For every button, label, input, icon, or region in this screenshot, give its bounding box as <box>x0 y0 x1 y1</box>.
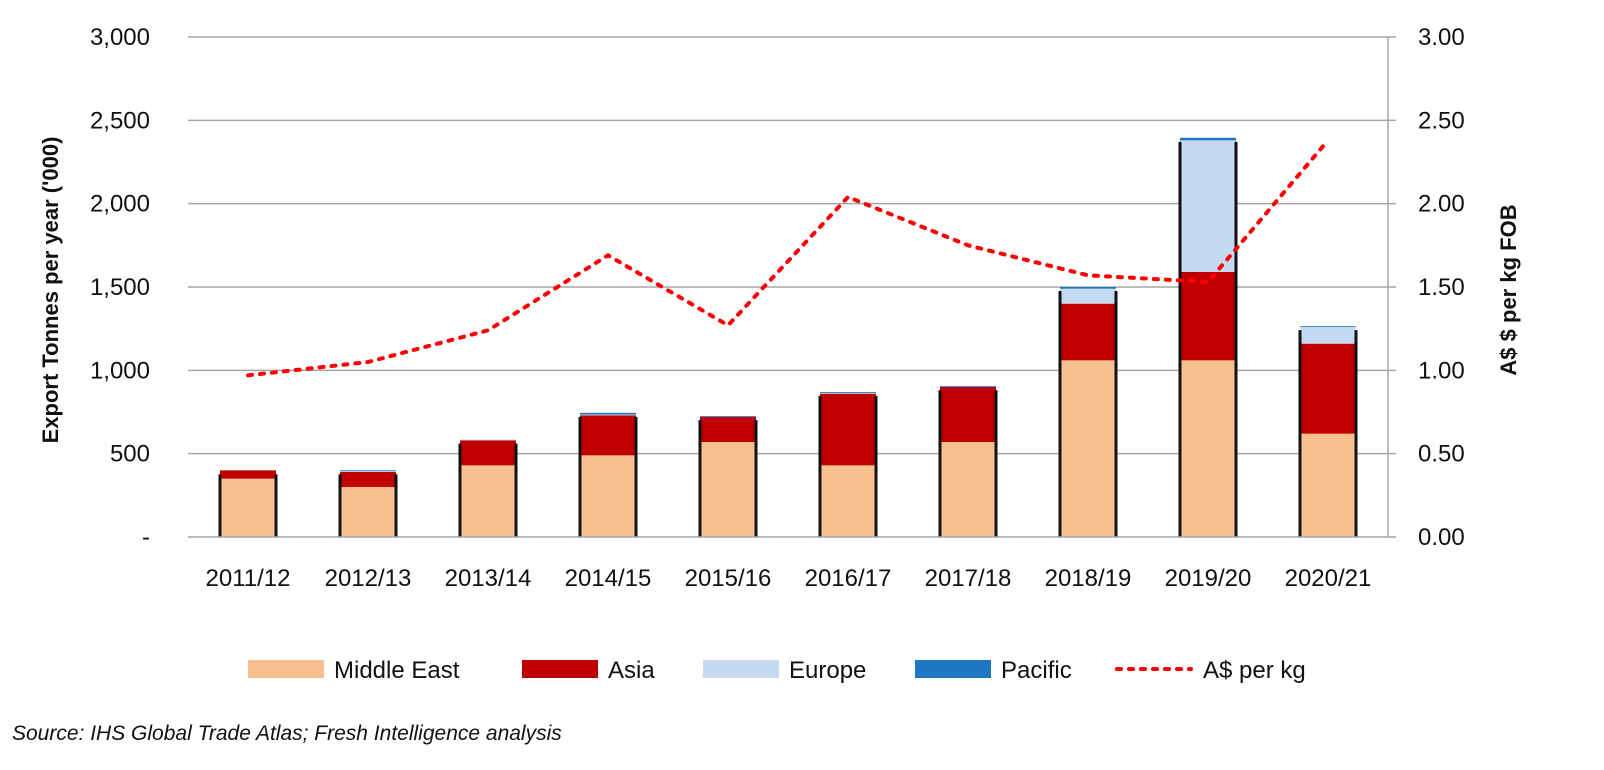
x-tick-label: 2014/15 <box>565 565 652 592</box>
bar-europe <box>1180 140 1236 272</box>
x-tick-label: 2013/14 <box>445 565 532 592</box>
legend-swatch <box>248 660 324 678</box>
y-right-tick-label: 0.50 <box>1418 441 1465 468</box>
y-tick-label: 3,000 <box>90 24 150 51</box>
bar-asia <box>940 387 996 442</box>
line-a-per-kg <box>246 138 1330 378</box>
y-right-tick-label: 1.50 <box>1418 274 1465 301</box>
axes <box>188 36 1396 538</box>
legend-label: Asia <box>608 657 655 684</box>
legend-swatch <box>522 660 598 678</box>
bar-pacific <box>1180 137 1236 141</box>
bar-pacific <box>1060 287 1116 289</box>
bar-asia <box>820 393 876 466</box>
x-tick-label: 2012/13 <box>325 565 412 592</box>
x-tick-labels: 2011/12 2012/13 2013/14 2014/15 2015/16 2016/… <box>206 565 1372 592</box>
x-tick-label: 2019/20 <box>1165 565 1252 592</box>
bar-middle-east <box>220 478 276 537</box>
y-right-tick-label: 1.00 <box>1418 357 1465 384</box>
bar-middle-east <box>940 442 996 537</box>
bar-asia <box>1300 343 1356 434</box>
bar-europe <box>820 392 876 394</box>
x-tick-label: 2015/16 <box>685 565 772 592</box>
bar-asia <box>580 415 636 456</box>
bars <box>218 137 1358 537</box>
bar-middle-east <box>700 442 756 537</box>
price-line <box>246 138 1330 378</box>
bar-pacific <box>1300 326 1356 327</box>
bar-asia <box>340 472 396 487</box>
bar-middle-east <box>1300 433 1356 537</box>
x-tick-label: 2020/21 <box>1285 565 1372 592</box>
legend: Middle East Asia Europe Pacific A$ per kg <box>248 657 1306 684</box>
x-tick-label: 2011/12 <box>206 565 291 592</box>
x-tick-label: 2018/19 <box>1045 565 1132 592</box>
y-tick-label: 1,500 <box>90 274 150 301</box>
bar-middle-east <box>460 465 516 537</box>
y-right-tick-label: 2.50 <box>1418 107 1465 134</box>
legend-label: Europe <box>789 657 866 684</box>
legend-swatch <box>703 660 779 678</box>
y-tick-label: 2,500 <box>90 107 150 134</box>
source-note: Source: IHS Global Trade Atlas; Fresh In… <box>12 722 562 745</box>
y-right-tick-label: 0.00 <box>1418 524 1465 551</box>
y-tick-label: 2,000 <box>90 191 150 218</box>
y-tick-labels: - 500 1,000 1,500 2,000 2,500 3,000 <box>90 24 150 551</box>
bar-asia <box>700 417 756 442</box>
bar-asia <box>460 440 516 466</box>
bar-europe <box>580 414 636 416</box>
legend-label: Pacific <box>1001 657 1072 684</box>
bar-pacific <box>940 386 996 387</box>
bar-asia <box>1180 272 1236 361</box>
y-right-tick-label: 3.00 <box>1418 24 1465 51</box>
bar-pacific <box>820 392 876 393</box>
bar-middle-east <box>340 487 396 537</box>
bar-europe <box>1300 327 1356 344</box>
bar-europe <box>1060 288 1116 304</box>
bar-middle-east <box>1180 360 1236 537</box>
y-tick-label: 500 <box>110 441 150 468</box>
bar-pacific <box>340 470 396 472</box>
bar-pacific <box>580 412 636 415</box>
legend-swatch <box>915 660 991 678</box>
legend-label: Middle East <box>334 657 460 684</box>
bar-middle-east <box>580 455 636 537</box>
bar-asia <box>220 470 276 479</box>
x-tick-label: 2016/17 <box>805 565 892 592</box>
bar-middle-east <box>820 465 876 537</box>
bar-europe <box>340 471 396 472</box>
y-tick-label: 1,000 <box>90 357 150 384</box>
bar-europe <box>460 439 516 441</box>
legend-label: A$ per kg <box>1203 657 1306 684</box>
y-tick-label: - <box>142 524 150 551</box>
bar-pacific <box>700 416 756 417</box>
y-right-axis-title: A$ $ per kg FOB <box>1496 204 1521 375</box>
bar-asia <box>1060 303 1116 361</box>
y-axis-title: Export Tonnes per year ('000) <box>38 137 63 444</box>
y-right-tick-label: 2.00 <box>1418 191 1465 218</box>
x-tick-label: 2017/18 <box>925 565 1012 592</box>
y-right-tick-labels: 0.00 0.50 1.00 1.50 2.00 2.50 3.00 <box>1418 24 1465 551</box>
bar-middle-east <box>1060 360 1116 537</box>
